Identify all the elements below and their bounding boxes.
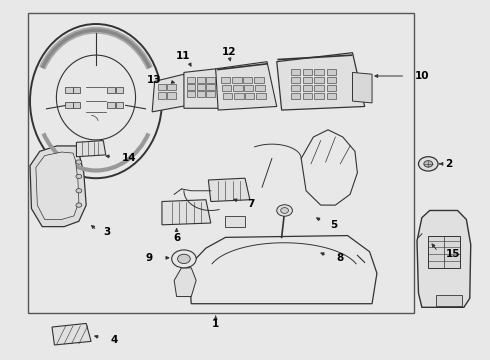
Bar [303,77,312,83]
Circle shape [76,160,82,164]
Bar [327,69,336,75]
Bar [158,84,166,90]
Circle shape [281,208,289,213]
Polygon shape [189,235,377,304]
Polygon shape [52,323,91,345]
Bar [206,91,215,97]
Text: 12: 12 [222,46,237,57]
Text: 2: 2 [445,159,453,169]
Bar [107,102,115,108]
Bar [436,295,463,306]
Bar [428,235,460,268]
Circle shape [76,189,82,193]
Text: 1: 1 [212,319,220,329]
Bar [196,84,205,90]
Bar [291,69,300,75]
Bar [167,93,176,99]
Ellipse shape [56,55,136,140]
Text: 4: 4 [111,335,118,345]
Bar [291,85,300,91]
Polygon shape [301,130,357,205]
Text: 8: 8 [337,253,344,263]
Bar [233,85,243,91]
Bar [256,93,266,99]
Bar [315,85,324,91]
Circle shape [277,205,293,216]
Polygon shape [417,211,471,307]
Bar [291,77,300,83]
Bar [245,93,254,99]
Bar [187,91,195,97]
Text: 9: 9 [145,253,152,263]
Text: 15: 15 [445,249,460,259]
Text: 10: 10 [415,71,430,81]
Polygon shape [152,74,191,112]
Text: 7: 7 [247,199,255,210]
Bar [222,85,231,91]
Polygon shape [277,53,365,110]
Bar [206,84,215,90]
Polygon shape [36,152,79,220]
Text: 13: 13 [147,75,161,85]
Bar [206,77,215,83]
Bar [232,77,242,83]
Bar [243,77,252,83]
Polygon shape [30,146,86,226]
Bar [303,69,312,75]
Text: 5: 5 [331,220,338,230]
Bar [327,85,336,91]
Bar [116,102,123,108]
Bar [167,84,176,90]
Bar [65,87,73,93]
Bar [315,77,324,83]
Bar [73,87,80,93]
Polygon shape [352,72,372,103]
Bar [107,87,115,93]
Circle shape [418,157,438,171]
Text: 11: 11 [176,51,190,61]
Bar [291,93,300,99]
Circle shape [76,203,82,207]
Bar [196,91,205,97]
Polygon shape [174,268,196,297]
Bar [315,93,324,99]
Bar [225,216,245,226]
Bar [73,102,80,108]
Text: 3: 3 [103,227,111,237]
Circle shape [424,161,433,167]
Bar [244,85,253,91]
Text: 6: 6 [173,233,180,243]
Bar [327,77,336,83]
Bar [327,93,336,99]
Bar [187,84,195,90]
Bar [187,77,195,83]
Polygon shape [216,62,277,110]
Bar [234,93,244,99]
Polygon shape [76,140,106,157]
Bar [27,13,414,313]
Bar [65,102,73,108]
Circle shape [177,254,190,264]
Bar [255,85,265,91]
Bar [221,77,230,83]
Text: 14: 14 [122,153,137,163]
Polygon shape [184,69,223,108]
Circle shape [76,174,82,179]
Ellipse shape [30,24,162,178]
Bar [303,85,312,91]
Bar [158,93,166,99]
Bar [303,93,312,99]
Bar [315,69,324,75]
Bar [196,77,205,83]
Bar [116,87,123,93]
Polygon shape [162,200,211,225]
Bar [223,93,232,99]
Bar [254,77,264,83]
Circle shape [172,250,196,268]
Polygon shape [208,178,250,202]
